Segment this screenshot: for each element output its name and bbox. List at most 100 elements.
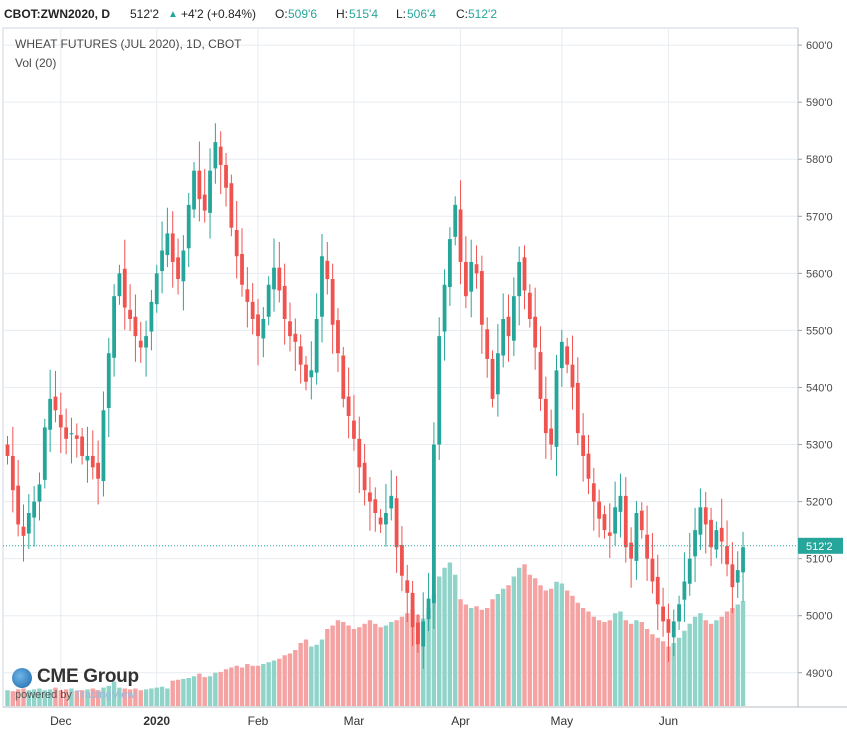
candle-body	[138, 340, 143, 348]
candle-body	[229, 183, 234, 228]
candle-body	[511, 296, 516, 341]
volume-bar	[277, 658, 282, 706]
y-tick-label: 500'0	[806, 611, 833, 623]
candle-body	[314, 319, 319, 373]
candle-body	[48, 398, 53, 430]
volume-bar	[293, 650, 298, 706]
candle-body	[37, 484, 42, 502]
tradingview-brand[interactable]: TradingView	[74, 689, 136, 701]
volume-bar	[655, 637, 660, 706]
candle-body	[719, 527, 724, 542]
candle-body	[447, 239, 452, 288]
volume-bar	[133, 688, 138, 706]
candle-body	[21, 526, 26, 536]
volume-bar	[357, 627, 362, 706]
candle-body	[240, 253, 244, 285]
volume-bar	[21, 688, 26, 706]
candle-body	[741, 547, 745, 573]
volume-bar	[175, 679, 181, 706]
candle-body	[581, 435, 586, 456]
up-arrow-icon: ▲	[168, 9, 178, 20]
volume-bar	[634, 620, 639, 706]
volume-bar	[532, 578, 538, 706]
volume-bar	[687, 623, 692, 706]
volume-bar	[522, 564, 527, 706]
candle-body	[384, 513, 388, 525]
candle-body	[74, 435, 79, 439]
candle-body	[117, 273, 122, 297]
candle-body	[112, 296, 116, 358]
volume-bar	[500, 588, 506, 706]
volume-bar	[79, 690, 85, 706]
candle-body	[336, 320, 340, 354]
candle-body	[426, 598, 431, 620]
candle-body	[490, 358, 495, 399]
candle-body	[453, 204, 458, 237]
volume-bar	[223, 669, 229, 706]
candle-body	[373, 499, 378, 513]
y-tick-label: 510'0	[806, 554, 833, 566]
volume-bar	[570, 595, 575, 706]
candle-body	[256, 314, 260, 337]
candle-body	[42, 427, 47, 480]
x-tick-label: Feb	[248, 714, 269, 728]
candle-body	[394, 498, 399, 548]
candle-body	[613, 507, 618, 534]
volume-bar	[415, 615, 421, 706]
symbol-header: CBOT:ZWN2020, D 512'2 ▲ +4'2 (+0.84%) O:…	[0, 0, 847, 28]
volume-bar	[261, 664, 266, 706]
candle-body	[677, 604, 681, 622]
x-tick-label: Mar	[344, 714, 365, 728]
volume-bar	[15, 689, 21, 706]
volume-bar	[703, 620, 708, 706]
candle-body	[320, 256, 324, 317]
volume-bar	[708, 623, 714, 706]
volume-bar	[303, 639, 309, 706]
high-value: 515'4	[349, 7, 378, 21]
volume-bar	[714, 620, 719, 706]
chart-title: WHEAT FUTURES (JUL 2020), 1D, CBOT	[15, 37, 242, 51]
powered-by-text[interactable]: powered by TradingView	[15, 689, 135, 701]
volume-bar	[405, 613, 410, 706]
volume-bar	[186, 678, 191, 706]
candle-body	[709, 519, 713, 548]
volume-bar	[5, 690, 10, 706]
x-tick-label: 2020	[143, 714, 170, 728]
candle-body	[250, 301, 255, 319]
candle-body	[463, 261, 468, 297]
volume-bar	[682, 630, 687, 706]
candle-body	[197, 170, 202, 200]
candle-body	[650, 558, 655, 582]
y-tick-label: 540'0	[806, 382, 833, 394]
candle-body	[234, 229, 239, 257]
volume-bar	[362, 623, 367, 706]
candle-body	[522, 257, 527, 291]
candle-body	[202, 194, 207, 211]
candle-body	[245, 289, 250, 302]
volume-bar	[143, 689, 149, 706]
volume-bar	[229, 667, 234, 706]
candle-body	[218, 146, 223, 165]
volume-bar	[218, 671, 223, 706]
volume-bar	[474, 606, 479, 706]
volume-bar	[698, 613, 703, 706]
candle-body	[85, 455, 90, 461]
y-tick-label: 490'0	[806, 668, 833, 680]
candle-body	[261, 319, 266, 339]
volume-bar	[239, 667, 245, 706]
candle-body	[703, 507, 708, 525]
volume-bar	[607, 620, 612, 706]
volume-bar	[282, 655, 287, 706]
volume-indicator-label[interactable]: Vol (20)	[15, 56, 57, 70]
candle-body	[639, 510, 644, 531]
volume-bar	[394, 620, 399, 706]
candle-body	[128, 309, 132, 319]
candle-body	[298, 346, 303, 365]
candle-body	[629, 542, 634, 559]
volume-bar	[586, 611, 591, 706]
candle-body	[538, 352, 543, 399]
candle-body	[378, 517, 383, 525]
candle-body	[5, 444, 10, 456]
